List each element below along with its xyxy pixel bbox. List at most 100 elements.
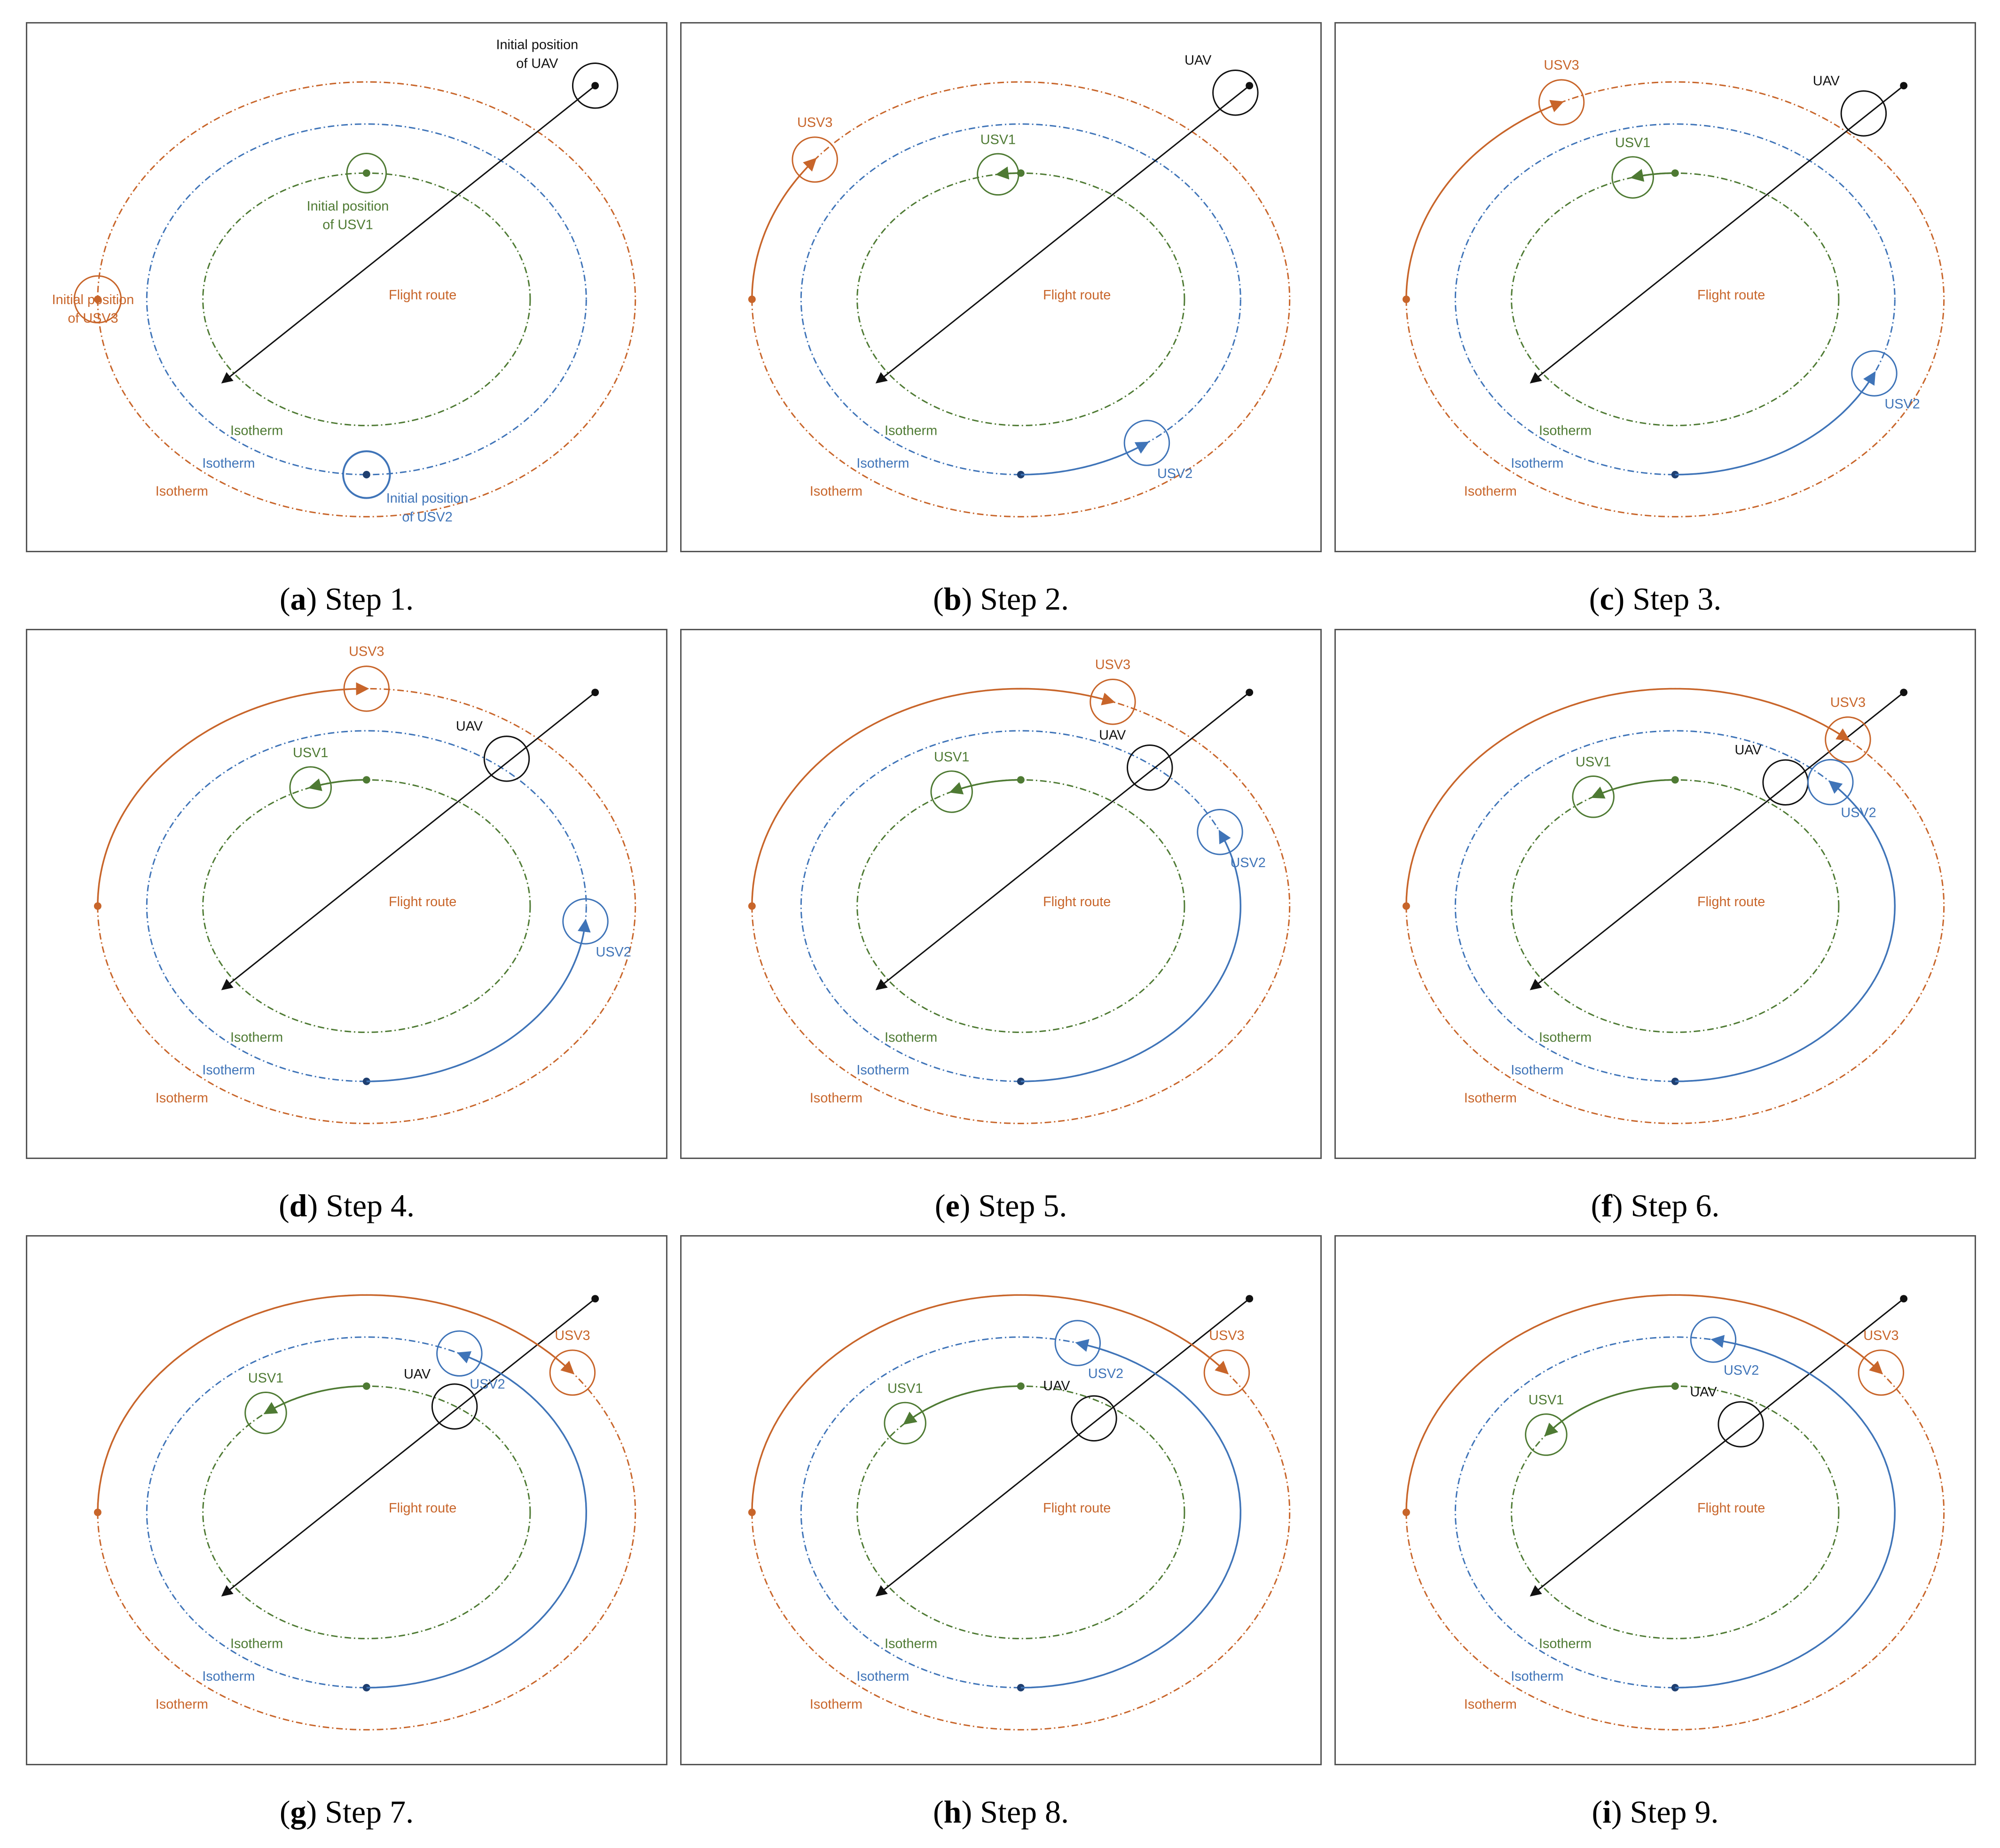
usv1-initial-label-1: Initial position [307,199,389,214]
uav-marker [1840,90,1887,137]
isotherm-label-outer: Isotherm [156,1697,208,1712]
usv3-marker [1090,678,1136,725]
usv1-label: USV1 [934,750,969,765]
path-diagram: Flight route Isotherm Isotherm Isotherm UAV U… [748,1294,1291,1731]
uav-marker [1126,744,1173,791]
usv3-marker [343,666,390,712]
flight-route-line [875,692,1250,990]
flight-route-label: Flight route [1697,894,1765,909]
usv3-trajectory [751,688,1115,906]
usv3-start-dot [94,295,102,303]
usv3-label: USV3 [797,115,832,130]
diagram-frame: Flight route Isotherm Isotherm Isotherm UAV U… [1334,629,1976,1159]
uav-start-dot [1900,689,1908,697]
usv2-label: USV2 [1724,1363,1759,1378]
panel-a: Flight route Isotherm Isotherm Isotherm Init… [26,22,667,632]
panel-i: Flight route Isotherm Isotherm Isotherm UAV U… [1334,1235,1976,1845]
usv3-start-dot [94,1508,102,1516]
isotherm-outer [1405,81,1945,517]
usv1-marker [244,1391,287,1434]
usv2-marker [436,1330,483,1377]
isotherm-label-inner: Isotherm [230,423,283,438]
panel-step-text: Step 5. [978,1188,1067,1223]
usv3-initial-label-1: Initial position [52,292,134,307]
flight-route-line [221,85,596,384]
flight-route-label: Flight route [1043,1501,1111,1516]
panel-caption: (f) Step 6. [1591,1188,1720,1223]
panel-step-text: Step 9. [1630,1794,1719,1830]
usv3-start-dot [748,1508,756,1516]
usv2-trajectory [1020,1339,1242,1689]
panel-caption: (h) Step 8. [933,1794,1069,1830]
flight-route-label: Flight route [389,1501,456,1516]
usv2-start-dot [1671,1077,1679,1085]
usv3-initial-label-2: of USV3 [68,311,118,326]
isotherm-label-middle: Isotherm [856,456,909,471]
isotherm-middle [146,730,587,1082]
usv1-label: USV1 [1576,755,1611,770]
path-diagram: Flight route Isotherm Isotherm Isotherm UAV U… [94,644,636,1124]
isotherm-inner [1511,779,1840,1033]
isotherm-outer [751,688,1291,1124]
usv3-marker [1825,716,1871,763]
usv1-marker [884,1402,926,1445]
usv2-marker [1807,759,1854,806]
isotherm-label-inner: Isotherm [885,423,937,438]
path-diagram: Flight route Isotherm Isotherm Isotherm UAV U… [748,658,1291,1124]
isotherm-label-middle: Isotherm [202,1063,255,1078]
usv1-start-dot [362,169,370,177]
isotherm-middle [1454,123,1896,476]
isotherm-label-outer: Isotherm [810,1697,863,1712]
panel-g: Flight route Isotherm Isotherm Isotherm UAV U… [26,1235,667,1845]
panel-step-text: Step 1. [325,581,414,617]
usv3-trajectory [97,1294,575,1512]
isotherm-outer [97,1294,636,1731]
flight-route-label: Flight route [389,894,456,909]
usv2-start-dot [1017,1077,1025,1085]
isotherm-label-middle: Isotherm [856,1063,909,1078]
usv3-label: USV3 [1209,1328,1244,1343]
usv2-label: USV2 [596,945,631,960]
isotherm-label-inner: Isotherm [1539,1636,1592,1651]
diagram-frame: Flight route Isotherm Isotherm Isotherm UAV U… [1334,1235,1976,1765]
isotherm-label-outer: Isotherm [156,484,208,499]
isotherm-middle [146,123,587,476]
usv3-marker [792,136,838,183]
panel-step-text: Step 3. [1632,581,1722,617]
usv3-start-dot [1402,295,1410,303]
isotherm-label-middle: Isotherm [1511,1063,1563,1078]
diagram-frame: Flight route Isotherm Isotherm Isotherm UAV U… [680,1235,1322,1765]
panel-step-text: Step 7. [325,1794,414,1830]
usv1-trajectory [263,1385,367,1414]
usv2-marker [562,898,609,945]
panel-letter: c [1600,581,1614,617]
panel-h: Flight route Isotherm Isotherm Isotherm UAV U… [680,1235,1322,1845]
usv1-label: USV1 [248,1371,283,1386]
uav-start-dot [591,1295,599,1303]
isotherm-label-middle: Isotherm [1511,1669,1563,1684]
uav-initial-label-1: Initial position [496,38,578,53]
usv3-marker [1538,79,1585,125]
uav-marker [572,63,619,109]
panel-f: Flight route Isotherm Isotherm Isotherm UAV U… [1334,629,1976,1239]
isotherm-outer [751,1294,1291,1731]
uav-start-dot [1246,82,1254,90]
usv3-start-dot [1402,1508,1410,1516]
usv1-marker [1525,1413,1568,1456]
uav-start-dot [1246,1295,1254,1303]
flight-route-line [221,692,596,990]
uav-marker [483,736,530,782]
usv3-label: USV3 [555,1328,590,1343]
diagram-frame: Flight route Isotherm Isotherm Isotherm Init… [26,22,667,552]
usv3-trajectory [1405,688,1851,906]
panel-letter: g [290,1794,306,1830]
usv2-trajectory [1675,371,1876,476]
uav-initial-label-2: of UAV [516,56,558,71]
usv1-marker [289,766,332,809]
flight-route-line [1529,1298,1905,1597]
diagram-frame: Flight route Isotherm Isotherm Isotherm UAV U… [680,629,1322,1159]
uav-label: UAV [404,1367,431,1382]
usv2-start-dot [362,470,370,478]
usv2-initial-label-1: Initial position [386,491,469,506]
usv2-initial-label-2: of USV2 [402,509,452,525]
